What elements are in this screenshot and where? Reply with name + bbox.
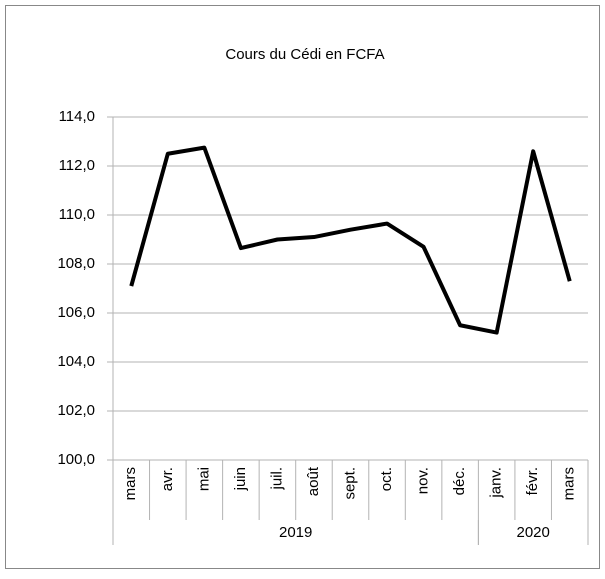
y-tick-label: 102,0 (57, 402, 95, 419)
x-tick-label: janv. (488, 467, 505, 499)
group-label: 2019 (279, 524, 312, 541)
x-tick-label: avr. (159, 467, 176, 491)
chart-border (5, 5, 600, 569)
y-tick-label: 114,0 (59, 108, 95, 125)
y-tick-label: 110,0 (59, 206, 95, 223)
y-tick-label: 100,0 (57, 451, 95, 468)
x-tick-label: sept. (341, 467, 358, 500)
x-tick-label: oct. (378, 467, 395, 491)
y-tick-label: 104,0 (57, 353, 95, 370)
y-tick-label: 108,0 (57, 255, 95, 272)
x-tick-label: août (305, 466, 322, 496)
x-tick-label: nov. (415, 467, 432, 494)
x-tick-label: févr. (524, 467, 541, 495)
x-tick-label: mai (195, 467, 212, 491)
group-label: 2020 (517, 524, 550, 541)
x-tick-label: juin (232, 467, 249, 491)
y-tick-label: 112,0 (59, 157, 95, 174)
x-tick-label: mars (122, 467, 139, 500)
x-tick-label: déc. (451, 467, 468, 495)
x-tick-label: mars (561, 467, 578, 500)
x-tick-label: juil. (268, 467, 285, 491)
y-tick-label: 106,0 (57, 304, 95, 321)
chart-title: Cours du Cédi en FCFA (225, 46, 384, 63)
line-series (129, 145, 572, 335)
